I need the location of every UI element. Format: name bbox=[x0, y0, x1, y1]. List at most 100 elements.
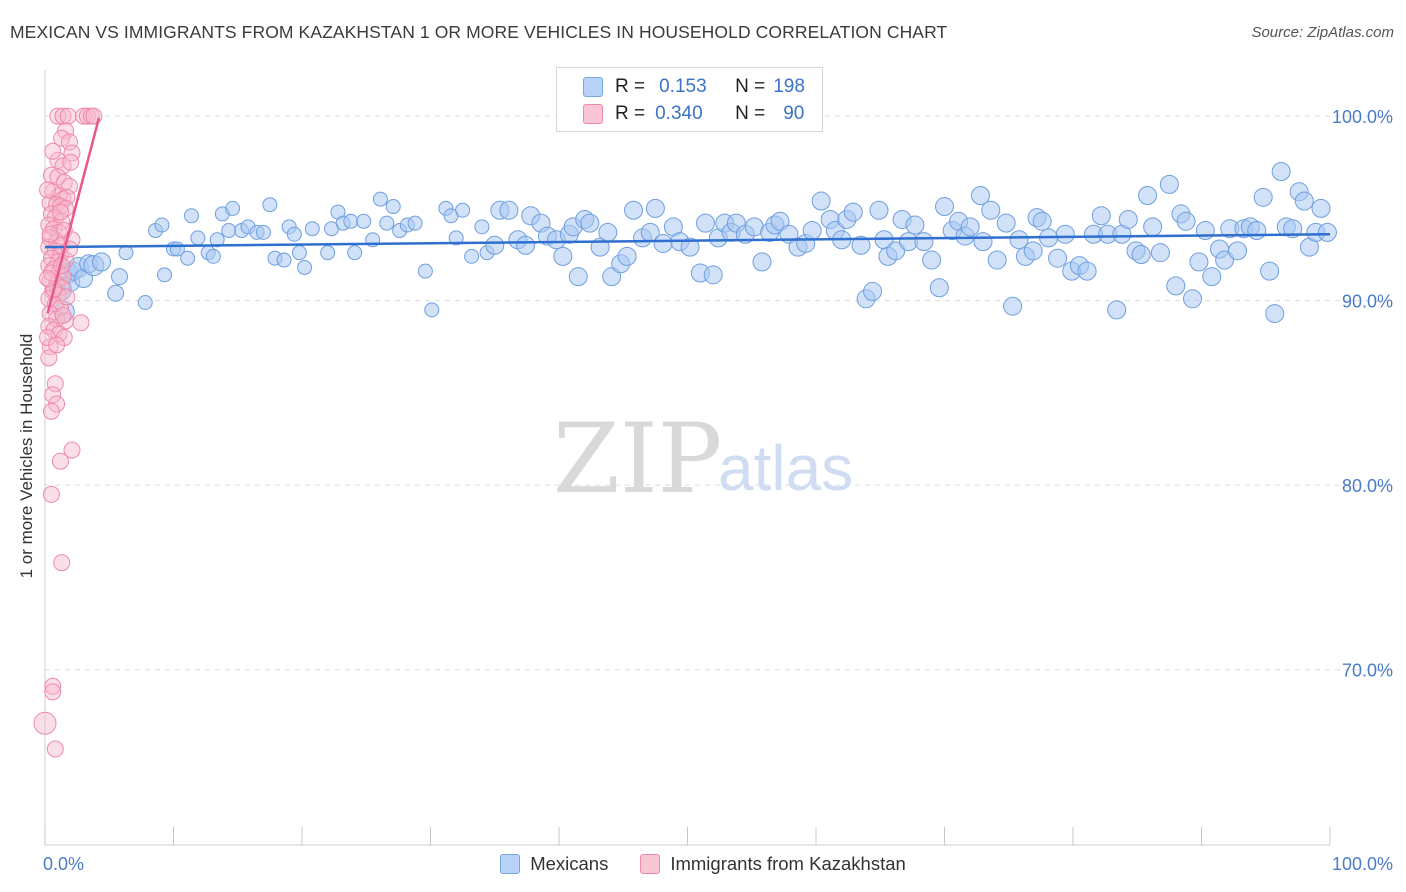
mexicans-point bbox=[695, 213, 715, 233]
mexicans-point bbox=[1055, 224, 1075, 244]
mexicans-point bbox=[385, 199, 401, 215]
kazakhstan-point bbox=[44, 677, 62, 695]
mexicans-point bbox=[617, 246, 637, 266]
legend-swatch-pink bbox=[640, 854, 661, 874]
mexicans-point bbox=[107, 284, 125, 302]
mexicans-point bbox=[811, 191, 831, 211]
kazakhstan-point bbox=[53, 554, 71, 572]
mexicans-point bbox=[1202, 267, 1222, 287]
mexicans-point bbox=[221, 223, 237, 239]
kazakhstan-point bbox=[59, 107, 77, 125]
mexicans-point bbox=[645, 198, 665, 218]
mexicans-point bbox=[92, 252, 112, 272]
mexicans-point bbox=[499, 200, 519, 220]
mexicans-point bbox=[154, 217, 170, 233]
mexicans-point bbox=[455, 202, 471, 218]
mexicans-point bbox=[1150, 243, 1170, 263]
mexicans-point bbox=[262, 197, 278, 213]
mexicans-point bbox=[180, 250, 196, 266]
watermark: ZIP atlas bbox=[553, 403, 853, 515]
legend-swatch-blue bbox=[500, 854, 521, 874]
stats-n-value: 198 bbox=[773, 76, 805, 97]
mexicans-point bbox=[1091, 206, 1111, 226]
kazakhstan-point bbox=[46, 740, 64, 758]
mexicans-point bbox=[1176, 211, 1196, 231]
mexicans-point bbox=[981, 200, 1001, 220]
trend-lines bbox=[44, 117, 1331, 314]
mexicans-point bbox=[343, 213, 359, 229]
kazakhstan-point bbox=[39, 329, 57, 347]
legend-item-kazakhstan[interactable]: Immigrants from Kazakhstan bbox=[640, 853, 906, 875]
kazakhstan-points bbox=[33, 107, 103, 758]
legend-label: Mexicans bbox=[530, 853, 609, 874]
mexicans-point bbox=[1311, 198, 1331, 218]
watermark-zip: ZIP bbox=[553, 403, 722, 515]
kazakhstan-point bbox=[49, 107, 67, 125]
mexicans-point bbox=[598, 222, 618, 242]
mexicans-point bbox=[1118, 209, 1138, 229]
mexicans-point bbox=[286, 226, 302, 242]
kazakhstan-point bbox=[48, 336, 66, 354]
mexicans-point bbox=[1260, 261, 1280, 281]
mexicans-point bbox=[752, 252, 772, 272]
mexicans-point bbox=[1215, 250, 1235, 270]
kazakhstan-point bbox=[33, 711, 57, 735]
mexicans-point bbox=[464, 248, 480, 264]
stats-n-value: 90 bbox=[783, 103, 805, 124]
mexicans-point bbox=[1265, 304, 1285, 324]
mexicans-point bbox=[1032, 211, 1052, 231]
mexicans-point bbox=[137, 295, 153, 310]
mexicans-point bbox=[1189, 252, 1209, 272]
mexicans-point bbox=[1138, 185, 1158, 205]
mexicans-point bbox=[770, 211, 790, 231]
mexicans-point bbox=[929, 278, 949, 298]
mexicans-point bbox=[922, 250, 942, 270]
chart-title: MEXICAN VS IMMIGRANTS FROM KAZAKHSTAN 1 … bbox=[10, 22, 948, 42]
kazakhstan-point bbox=[44, 142, 62, 160]
mexicans-point bbox=[1247, 221, 1267, 241]
stats-r-value: 0.153 bbox=[659, 76, 707, 97]
y-tick-label: 90.0% bbox=[1342, 292, 1393, 312]
mexicans-point bbox=[474, 219, 490, 235]
mexicans-point bbox=[1077, 261, 1097, 281]
mexicans-point bbox=[863, 281, 883, 301]
chart-legend: Mexicans Immigrants from Kazakhstan bbox=[0, 853, 1406, 875]
mexicans-point bbox=[973, 232, 993, 252]
mexicans-trend-line bbox=[44, 232, 1331, 249]
mexicans-point bbox=[680, 237, 700, 257]
mexicans-point bbox=[1294, 191, 1314, 211]
mexicans-point bbox=[407, 215, 423, 231]
legend-item-mexicans[interactable]: Mexicans bbox=[500, 853, 608, 875]
kazakhstan-point bbox=[42, 485, 60, 503]
mexicans-point bbox=[886, 241, 906, 261]
mexicans-point bbox=[297, 259, 313, 275]
mexicans-point bbox=[448, 230, 464, 246]
kazakhstan-point bbox=[51, 452, 69, 470]
stats-n-label: N = bbox=[735, 103, 766, 124]
mexicans-point bbox=[580, 213, 600, 233]
kazakhstan-point bbox=[58, 288, 76, 306]
mexicans-point bbox=[209, 232, 225, 248]
y-tick-label: 80.0% bbox=[1342, 476, 1393, 496]
mexicans-point bbox=[1003, 296, 1023, 316]
mexicans-point bbox=[1183, 289, 1203, 309]
kazakhstan-point bbox=[63, 441, 81, 459]
mexicans-point bbox=[276, 252, 292, 268]
mexicans-point bbox=[1107, 300, 1127, 320]
mexicans-point bbox=[320, 245, 336, 261]
kazakhstan-point bbox=[53, 129, 71, 147]
kazakhstan-point bbox=[39, 181, 57, 199]
mexicans-point bbox=[1131, 245, 1151, 265]
stats-r-label: R = bbox=[615, 103, 646, 124]
mexicans-point bbox=[1009, 230, 1029, 250]
mexicans-point bbox=[851, 235, 871, 255]
mexicans-point bbox=[703, 265, 723, 285]
mexicans-point bbox=[1227, 241, 1247, 261]
mexicans-point bbox=[157, 267, 173, 283]
kazakhstan-point bbox=[44, 683, 62, 701]
kazakhstan-point bbox=[60, 133, 78, 151]
mexicans-point bbox=[417, 263, 433, 279]
stats-box: R = 0.153 N = 198 R = 0.340 N = 90 bbox=[556, 67, 823, 132]
kazakhstan-point bbox=[85, 107, 103, 125]
